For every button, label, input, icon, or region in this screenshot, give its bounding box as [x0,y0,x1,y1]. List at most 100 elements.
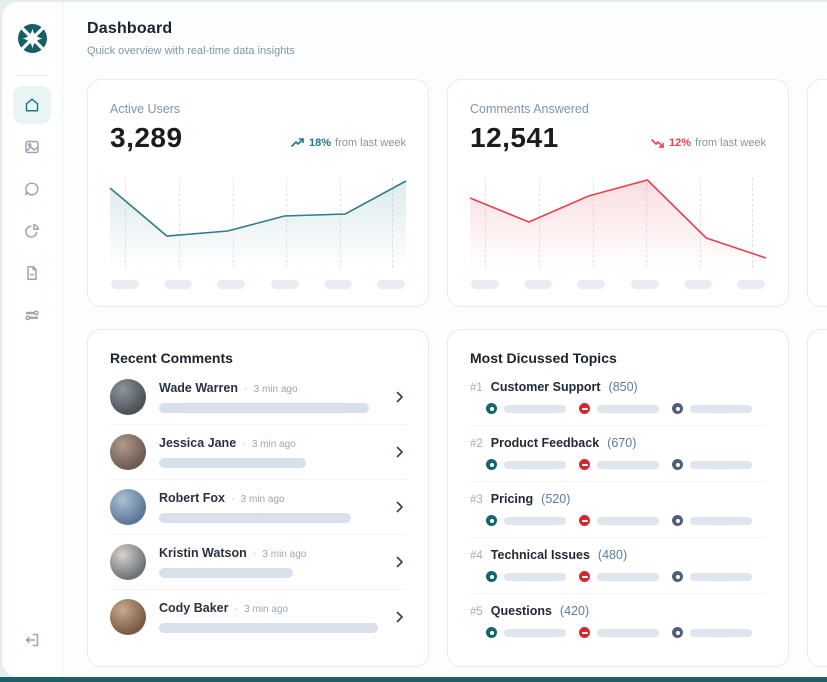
positive-dot-icon [486,459,497,470]
topic-count: (670) [607,436,637,450]
comment-skeleton-bar [159,623,378,633]
comment-time: 3 min ago [253,384,298,395]
trending-up-icon [291,138,304,147]
document-icon [27,266,37,280]
topic-count: (850) [608,380,638,394]
topic-name: Product Feedback [490,436,600,450]
trend-indicator: 18% from last week [291,137,406,154]
row-chevron[interactable] [396,611,406,623]
stat-card-active-users: Active Users 3,289 18% from last week [87,79,429,307]
chart-line [110,181,406,236]
stat-label: Comments Answered [470,102,589,116]
sidebar-item-analytics[interactable] [13,212,51,250]
topic-rank: #2 [470,438,483,450]
topic-skeleton-bar [597,516,659,525]
topic-name: Customer Support [490,380,601,394]
comment-row[interactable]: Cody Baker · 3 min ago [110,590,406,644]
topics-card: Most Dicussed Topics #1 Customer Support… [447,329,789,667]
trend-percent: 12% [669,137,692,149]
sidebar-item-messages[interactable] [13,170,51,208]
comment-row[interactable]: Kristin Watson · 3 min ago [110,535,406,590]
lists-row: Recent Comments Wade Warren · 3 min ago [87,329,827,667]
brand-logo-icon [17,24,47,53]
chevron-right-icon [396,391,403,403]
topic-skeleton-bar [504,572,566,581]
active-users-chart [110,176,406,268]
commenter-name: Kristin Watson [159,546,247,560]
trend-caption: from last week [335,137,406,149]
recent-comments-card: Recent Comments Wade Warren · 3 min ago [87,329,429,667]
comment-row[interactable]: Jessica Jane · 3 min ago [110,425,406,480]
neutral-dot-icon [672,571,683,582]
positive-dot-icon [486,627,497,638]
topic-rank: #1 [470,382,483,394]
commenter-name: Robert Fox [159,491,225,505]
sidebar [2,2,63,677]
neutral-dot-icon [672,627,683,638]
negative-dot-icon [579,627,590,638]
comment-row[interactable]: Wade Warren · 3 min ago [110,370,406,425]
row-chevron[interactable] [396,446,406,458]
trend-caption: from last week [695,137,766,149]
topic-rank: #5 [470,606,483,618]
trend-percent: 18% [309,137,332,149]
negative-dot-icon [579,571,590,582]
stat-card-comments-answered: Comments Answered 12,541 12% from last w… [447,79,789,307]
chart-line [470,180,766,258]
avatar [110,379,146,415]
commenter-name: Cody Baker [159,601,229,615]
avatar [110,599,146,635]
comment-row[interactable]: Robert Fox · 3 min ago [110,480,406,535]
page-subtitle: Quick overview with real-time data insig… [87,45,295,57]
topic-skeleton-bar [597,628,659,637]
topic-count: (520) [541,492,571,506]
line-chart-teal [110,176,406,268]
topic-skeleton-bar [690,628,752,637]
dot-separator: · [242,438,246,450]
row-chevron[interactable] [396,556,406,568]
sidebar-item-gallery[interactable] [13,128,51,166]
comment-skeleton-bar [159,403,369,413]
sidebar-item-documents[interactable] [13,254,51,292]
topic-count: (480) [597,548,628,562]
avatar [110,434,146,470]
stat-value: 3,289 [110,122,183,153]
chat-bubble-icon [25,182,39,196]
comment-time: 3 min ago [244,604,289,615]
avatar [110,544,146,580]
commenter-name: Wade Warren [159,381,238,395]
topic-skeleton-bar [504,628,566,637]
chevron-right-icon [396,501,403,513]
row-chevron[interactable] [396,501,406,513]
topic-rank: #3 [470,494,483,506]
sidebar-item-home[interactable] [13,86,51,124]
stats-row: Active Users 3,289 18% from last week [87,79,827,307]
topic-row: #2 Product Feedback (670) [470,426,766,482]
logout-icon [25,633,39,647]
dot-separator: · [252,548,257,560]
chart-area [470,180,766,268]
topic-skeleton-bar [504,460,566,469]
row-chevron[interactable] [396,391,406,403]
negative-dot-icon [579,403,590,414]
topic-skeleton-bar [690,404,752,413]
chevron-right-icon [396,611,403,623]
negative-dot-icon [579,459,590,470]
sidebar-item-segments[interactable] [13,296,51,334]
commenter-name: Jessica Jane [159,436,237,450]
chart-area [110,181,406,268]
topic-skeleton-bar [690,460,752,469]
neutral-dot-icon [672,515,683,526]
positive-dot-icon [486,403,497,414]
dot-separator: · [230,493,235,505]
logout-button[interactable] [13,621,51,659]
topic-skeleton-bar [504,404,566,413]
topic-row: #1 Customer Support (850) [470,370,766,426]
trending-down-icon [651,139,664,148]
gallery-icon [25,140,39,154]
positive-dot-icon [486,515,497,526]
main-content: Dashboard Quick overview with real-time … [63,2,827,677]
comment-time: 3 min ago [262,549,307,560]
